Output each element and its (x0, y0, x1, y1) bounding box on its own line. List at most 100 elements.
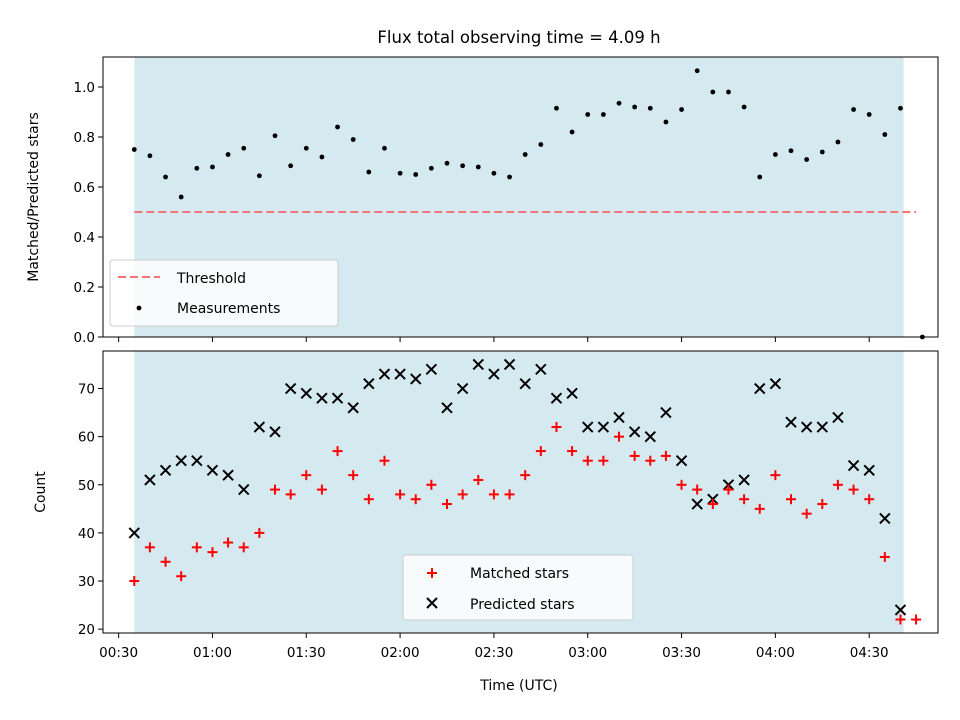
matched-star-point (754, 503, 765, 514)
matched-star-point (457, 489, 468, 500)
predicted-star-point (894, 604, 907, 616)
predicted-star-point (613, 411, 625, 424)
predicted-star-point (863, 464, 875, 477)
measurement-point (538, 142, 544, 147)
matched-star-point (629, 450, 640, 461)
x-tick-label: 02:30 (474, 645, 513, 661)
matched-star-point (848, 484, 859, 495)
predicted-star-point (519, 378, 531, 390)
matched-star-point (332, 446, 343, 457)
predicted-star-point (363, 378, 375, 390)
measurement-point (616, 100, 622, 106)
matched-star-point (895, 614, 906, 625)
predicted-star-point (253, 421, 266, 433)
legend-box-counts (402, 554, 634, 621)
measurement-point (710, 89, 716, 95)
predicted-star-point (269, 426, 281, 438)
measurement-point (131, 147, 137, 152)
plot-frame-bottom (102, 350, 939, 634)
measurement-point (288, 163, 294, 169)
measurement-point (679, 107, 684, 112)
predicted-star-point (472, 358, 484, 371)
measurement-point (726, 89, 731, 95)
matched-star-point (504, 489, 515, 500)
predicted-star-point (238, 483, 250, 496)
matched-star-point (879, 551, 890, 562)
x-tick-label: 01:00 (193, 645, 232, 661)
matched-star-point (832, 479, 843, 490)
legend-matched-swatch (427, 568, 437, 578)
measurement-point (210, 164, 215, 170)
y-count-tick-label: 50 (78, 478, 95, 494)
y-ratio-tick-label: 0.6 (74, 180, 95, 196)
measurement-point (757, 174, 763, 180)
matched-star-point (786, 494, 797, 505)
predicted-star-point (191, 455, 203, 467)
measurement-point (460, 163, 466, 169)
predicted-star-point (535, 363, 547, 375)
measurement-point (507, 174, 512, 180)
matched-star-point (598, 455, 609, 466)
measurement-point (647, 105, 653, 111)
matched-star-point (410, 494, 421, 505)
predicted-star-point (284, 382, 297, 395)
matched-star-point (442, 499, 453, 510)
x-tick-label: 00:30 (99, 645, 138, 661)
y-ratio-tick-label: 0.4 (74, 230, 95, 246)
predicted-star-point (769, 378, 782, 390)
measurement-point (272, 133, 278, 139)
predicted-star-point (331, 392, 344, 404)
matched-star-point (363, 494, 374, 505)
predicted-star-point (378, 368, 391, 380)
legend-predicted-label: Predicted stars (470, 597, 575, 613)
y-ratio-tick-label: 0.2 (74, 280, 95, 296)
measurement-point (851, 107, 856, 112)
matched-star-point (770, 470, 781, 481)
measurement-point (585, 112, 591, 117)
predicted-star-point (738, 474, 750, 486)
measurement-point (882, 132, 888, 137)
measurement-point (772, 152, 778, 157)
matched-star-point (582, 455, 593, 466)
predicted-star-point (222, 469, 234, 481)
matched-star-point (379, 455, 390, 466)
measurement-point (147, 153, 153, 159)
x-tick-label: 04:30 (850, 645, 889, 661)
measurement-point (225, 152, 231, 157)
predicted-star-point (456, 382, 469, 395)
matched-star-point (488, 489, 499, 500)
matched-star-point (238, 542, 249, 553)
matched-star-point (144, 542, 155, 553)
matched-star-point (254, 527, 265, 538)
y-ratio-tick-label: 1.0 (74, 80, 95, 96)
measurement-point (835, 139, 841, 145)
predicted-star-point (347, 402, 359, 414)
measurement-point (256, 173, 262, 179)
measurement-point (819, 149, 825, 155)
measurement-point (741, 104, 747, 110)
matched-star-point (426, 479, 437, 490)
legend-ratio: Threshold Measurements (109, 259, 339, 327)
matched-star-point (520, 470, 531, 481)
matched-star-point (223, 537, 234, 548)
predicted-star-point (144, 474, 156, 486)
legend-matched-label: Matched stars (470, 566, 569, 582)
matched-star-point (176, 571, 187, 582)
predicted-star-point (206, 464, 219, 477)
measurement-point (444, 160, 450, 166)
measurement-point (632, 104, 638, 110)
y-axis-label-count: Count (33, 471, 49, 513)
predicted-star-point (879, 512, 891, 525)
x-axis-label: Time (UTC) (479, 678, 557, 694)
matched-star-point (348, 470, 359, 481)
measurement-point (163, 174, 168, 180)
matched-star-point (551, 422, 562, 433)
measurement-point (413, 172, 419, 177)
predicted-star-point (847, 459, 860, 472)
matched-star-point (270, 484, 281, 495)
predicted-star-point (488, 368, 500, 380)
y-ratio-tick-label: 0.8 (74, 130, 95, 146)
measurement-point (366, 169, 372, 175)
predicted-star-point (159, 464, 172, 477)
